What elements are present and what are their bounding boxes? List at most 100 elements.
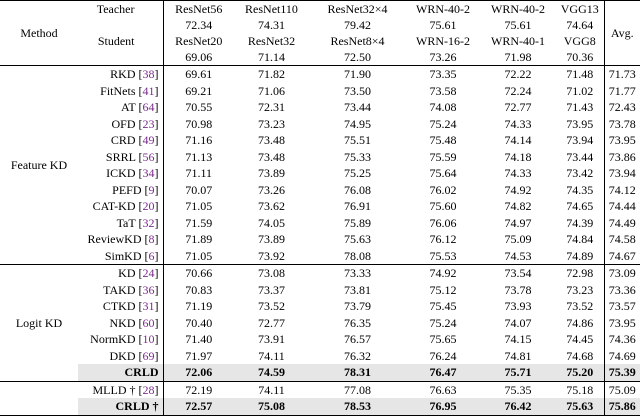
avg-header: Avg. <box>603 0 640 66</box>
avg-value: 74.44 <box>603 198 640 215</box>
avg-value: 73.95 <box>603 132 640 149</box>
value-cell: 73.52 <box>258 299 285 313</box>
teacher-acc: 75.61 <box>429 18 457 32</box>
value-cell: 73.79 <box>344 299 371 313</box>
citation-ref: 41 <box>142 83 155 98</box>
avg-value: 74.36 <box>603 331 640 348</box>
method-name: OFD <box>111 116 136 131</box>
value-cell: 74.68 <box>566 348 594 363</box>
value-cell: 75.64 <box>429 166 457 180</box>
table-row: Feature KD RKD [38] 69.61 71.82 71.90 73.35 72… <box>0 65 640 265</box>
method-name: SimKD <box>104 248 142 263</box>
value-cell: 76.63 <box>429 382 457 397</box>
method-name-cell: AT [64] <box>121 100 159 114</box>
value-cell: 74.14 <box>504 133 532 147</box>
value-cell: 74.81 <box>504 348 532 363</box>
avg-value: 74.69 <box>603 347 640 364</box>
value-cell: 73.89 <box>258 166 285 180</box>
value-cell: 75.24 <box>429 315 457 330</box>
value-cell: 72.31 <box>258 100 285 114</box>
value-cell: 74.33 <box>504 116 532 131</box>
method-name-cell: TAKD [36] <box>103 282 159 297</box>
crld-dagger-row: CRLD † 72.57 75.08 78.53 76.95 76.42 75.63 75.8… <box>0 398 640 416</box>
value-cell: 78.08 <box>309 247 406 265</box>
value-cell: 73.23 <box>566 282 594 297</box>
value-cell: 73.23 <box>258 116 285 131</box>
avg-value: 75.86 <box>603 398 640 416</box>
student-name: VGG8 <box>563 34 596 48</box>
value-cell: 74.86 <box>566 315 594 330</box>
header-student-acc-row: 69.06 71.14 72.50 73.26 71.98 70.36 <box>0 49 640 66</box>
method-name-cell: PEFD [9] <box>112 182 159 197</box>
teacher-name: WRN-40-2 <box>406 0 480 17</box>
method-name-cell: MLLD † [28] <box>92 382 159 397</box>
value-cell: 75.63 <box>344 232 371 246</box>
avg-value: 74.58 <box>603 231 640 248</box>
student-acc: 70.36 <box>556 49 604 66</box>
value-cell: 71.82 <box>258 67 285 81</box>
method-name: CRLD <box>115 399 150 413</box>
crld-row: CRLD 72.06 74.59 78.31 76.47 75.71 75.20 75.39 <box>0 364 640 382</box>
avg-value: 73.09 <box>603 264 640 282</box>
value-cell: 72.57 <box>162 398 234 416</box>
header-teacher-acc-row: 72.34 74.31 79.42 75.61 75.61 74.64 <box>0 17 640 33</box>
teacher-acc: 74.31 <box>258 18 285 32</box>
avg-value: 73.36 <box>603 281 640 298</box>
value-cell: 73.54 <box>504 266 532 280</box>
citation-ref: 56 <box>142 149 155 164</box>
value-cell: 73.95 <box>566 116 594 131</box>
method-name: NormKD <box>90 332 136 346</box>
citation-ref: 20 <box>142 199 155 213</box>
value-cell: 70.83 <box>162 281 234 298</box>
value-cell: 73.92 <box>234 247 309 265</box>
table-row: NormKD [10] 71.40 73.91 76.57 75.65 74.15 74.4… <box>0 331 640 348</box>
method-name-cell: NKD [60] <box>109 315 159 330</box>
method-name-cell: SRRL [56] <box>105 149 159 164</box>
citation-ref: 34 <box>142 166 155 180</box>
value-cell: 78.31 <box>309 364 406 382</box>
teacher-name: ResNet110 <box>234 0 309 17</box>
value-cell: 73.42 <box>566 166 594 180</box>
method-name: NKD <box>109 315 136 330</box>
value-cell: 75.63 <box>556 398 604 416</box>
table-row: TAKD [36] 70.83 73.37 73.81 75.12 73.78 73.23 7… <box>0 281 640 298</box>
value-cell: 71.19 <box>162 298 234 315</box>
value-cell: 75.09 <box>504 232 532 246</box>
value-cell: 75.45 <box>429 299 457 313</box>
method-name: DKD <box>109 348 136 363</box>
teacher-name: VGG13 <box>556 0 604 17</box>
student-acc: 72.50 <box>309 49 406 66</box>
value-cell: 71.11 <box>162 165 234 182</box>
value-cell: 74.08 <box>429 100 457 114</box>
value-cell: 74.11 <box>258 382 285 397</box>
table-row: ReviewKD [8] 71.89 73.89 75.63 76.12 75.09 74.… <box>0 231 640 248</box>
value-cell: 74.33 <box>504 166 532 180</box>
citation-ref: 24 <box>142 266 155 280</box>
value-cell: 69.21 <box>162 82 234 99</box>
value-cell: 75.24 <box>429 116 457 131</box>
method-name: RKD <box>110 67 136 81</box>
method-name-cell: CAT-KD [20] <box>92 199 159 213</box>
value-cell: 71.59 <box>162 214 234 231</box>
teacher-name: WRN-40-2 <box>480 0 556 17</box>
value-cell: 76.24 <box>429 348 457 363</box>
method-name: ICKD <box>106 166 136 180</box>
method-header: Method <box>0 0 78 66</box>
method-name-cell: CRLD † <box>78 398 163 416</box>
value-cell: 76.12 <box>429 232 457 246</box>
value-cell: 74.95 <box>344 116 371 131</box>
value-cell: 74.92 <box>504 182 532 197</box>
table-row: FitNets [41] 69.21 71.06 73.50 73.58 72.24 71.… <box>0 82 640 99</box>
value-cell: 70.66 <box>162 264 234 282</box>
avg-value: 71.77 <box>603 82 640 99</box>
value-cell: 76.06 <box>429 215 457 230</box>
value-cell: 76.42 <box>480 398 556 416</box>
avg-value: 73.86 <box>603 148 640 165</box>
method-name: CAT-KD <box>92 199 136 213</box>
value-cell: 72.19 <box>162 381 234 398</box>
value-cell: 72.06 <box>162 364 234 382</box>
value-cell: 71.89 <box>162 231 234 248</box>
citation-ref: 49 <box>142 133 155 147</box>
value-cell: 74.84 <box>566 232 594 246</box>
